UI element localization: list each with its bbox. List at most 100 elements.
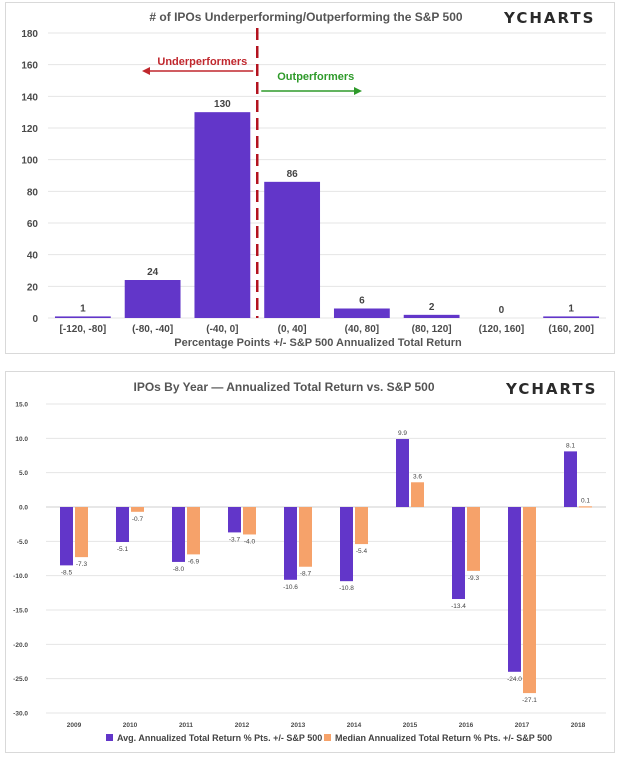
histogram-panel: # of IPOs Underperforming/Outperforming …: [5, 2, 615, 354]
bar-value-label: 86: [287, 169, 299, 180]
yearly-panel: IPOs By Year — Annualized Total Return v…: [5, 371, 615, 753]
bar-value-label: 0: [499, 305, 505, 316]
x-tick-label: (160, 200]: [548, 324, 594, 335]
x-tick-label: 2016: [459, 722, 474, 729]
histogram-bar: [403, 314, 460, 318]
y-tick-label: 0: [32, 314, 38, 325]
underperformers-arrowhead: [142, 67, 150, 75]
bar-value-label: -6.9: [188, 558, 200, 565]
x-tick-label: 2015: [403, 722, 418, 729]
year-bar: [340, 507, 353, 582]
y-tick-label: 120: [21, 124, 38, 135]
year-bar: [172, 507, 185, 562]
legend-item: Avg. Annualized Total Return % Pts. +/- …: [106, 733, 322, 743]
bar-value-label: 24: [147, 267, 159, 278]
bar-value-label: 1: [568, 303, 574, 314]
histogram-bar: [333, 308, 390, 318]
underperformers-label: Underperformers: [157, 56, 247, 68]
y-tick-label: 100: [21, 156, 38, 167]
y-tick-label: 160: [21, 61, 38, 72]
bar-value-label: -9.3: [468, 575, 480, 582]
x-tick-label: 2009: [67, 722, 82, 729]
year-bar: [187, 507, 200, 555]
year-bar: [75, 507, 88, 558]
y-tick-label: -30.0: [13, 711, 28, 718]
bar-value-label: -8.5: [61, 569, 73, 576]
y-tick-label: 140: [21, 92, 38, 103]
histogram-chart: # of IPOs Underperforming/Outperforming …: [21, 9, 606, 349]
ycharts-logo-2: YCHARTS: [505, 380, 595, 398]
y-tick-label: -5.0: [17, 539, 29, 546]
bar-value-label: -5.1: [117, 546, 129, 553]
histogram-bar: [543, 316, 600, 318]
year-bar: [508, 507, 521, 672]
bar-value-label: 2: [429, 302, 435, 313]
bar-value-label: 3.6: [413, 473, 422, 480]
x-tick-label: (120, 160]: [479, 324, 525, 335]
brand-text: YCHARTS: [503, 9, 595, 27]
bar-value-label: -3.7: [229, 536, 241, 543]
year-bar: [299, 507, 312, 567]
histogram-bar: [264, 181, 321, 318]
legend-label: Median Annualized Total Return % Pts. +/…: [335, 733, 552, 743]
x-tick-label: 2010: [123, 722, 138, 729]
histogram-title: # of IPOs Underperforming/Outperforming …: [149, 10, 462, 24]
x-tick-label: [-120, -80]: [60, 324, 107, 335]
x-tick-label: (80, 120]: [412, 324, 452, 335]
year-bar: [523, 507, 536, 694]
bar-value-label: 8.1: [566, 442, 575, 449]
legend-swatch: [324, 734, 331, 741]
x-tick-label: 2017: [515, 722, 530, 729]
legend-item: Median Annualized Total Return % Pts. +/…: [324, 733, 552, 743]
x-tick-label: (-80, -40]: [132, 324, 173, 335]
y-tick-label: -25.0: [13, 676, 28, 683]
bar-value-label: 1: [80, 303, 86, 314]
year-bar: [452, 507, 465, 600]
bar-value-label: -7.3: [76, 561, 88, 568]
histogram-x-axis-label: Percentage Points +/- S&P 500 Annualized…: [174, 337, 462, 349]
x-tick-label: 2014: [347, 722, 362, 729]
histogram-bar: [194, 112, 251, 319]
y-tick-label: 180: [21, 29, 38, 40]
histogram-bar: [54, 316, 111, 318]
year-bar: [284, 507, 297, 580]
y-tick-label: 60: [27, 219, 39, 230]
y-tick-label: -20.0: [13, 642, 28, 649]
bar-value-label: -5.4: [356, 548, 368, 555]
outperformers-label: Outperformers: [277, 71, 354, 83]
ycharts-logo: YCHARTS: [503, 9, 595, 27]
y-tick-label: 80: [27, 187, 39, 198]
bar-value-label: -13.4: [451, 603, 466, 610]
x-tick-label: 2013: [291, 722, 306, 729]
year-bar: [116, 507, 129, 543]
legend-label: Avg. Annualized Total Return % Pts. +/- …: [117, 733, 322, 743]
year-bar: [228, 507, 241, 533]
histogram-bar: [124, 280, 181, 318]
bar-value-label: -27.1: [522, 697, 537, 704]
x-tick-label: 2011: [179, 722, 193, 729]
y-tick-label: -10.0: [13, 573, 28, 580]
bar-value-label: -8.7: [300, 571, 312, 578]
y-tick-label: -15.0: [13, 608, 28, 615]
year-bar: [355, 507, 368, 545]
yearly-title: IPOs By Year — Annualized Total Return v…: [134, 380, 435, 394]
yearly-chart: IPOs By Year — Annualized Total Return v…: [13, 380, 606, 743]
y-tick-label: 5.0: [19, 470, 28, 477]
year-bar: [564, 451, 577, 507]
x-tick-label: (40, 80]: [345, 324, 379, 335]
bar-value-label: -10.6: [283, 584, 298, 591]
bar-value-label: -8.0: [173, 566, 185, 573]
bar-value-label: 0.1: [581, 497, 590, 504]
year-bar: [131, 507, 144, 512]
outperformers-arrowhead: [354, 87, 362, 95]
bar-value-label: -4.0: [244, 538, 256, 545]
bar-value-label: 6: [359, 296, 365, 307]
bar-value-label: -0.7: [132, 516, 144, 523]
y-tick-label: 40: [27, 251, 39, 262]
x-tick-label: (-40, 0]: [206, 324, 238, 335]
x-tick-label: 2012: [235, 722, 250, 729]
year-bar: [396, 439, 409, 507]
y-tick-label: 0.0: [19, 505, 28, 512]
y-tick-label: 10.0: [15, 436, 28, 443]
y-tick-label: 20: [27, 282, 39, 293]
